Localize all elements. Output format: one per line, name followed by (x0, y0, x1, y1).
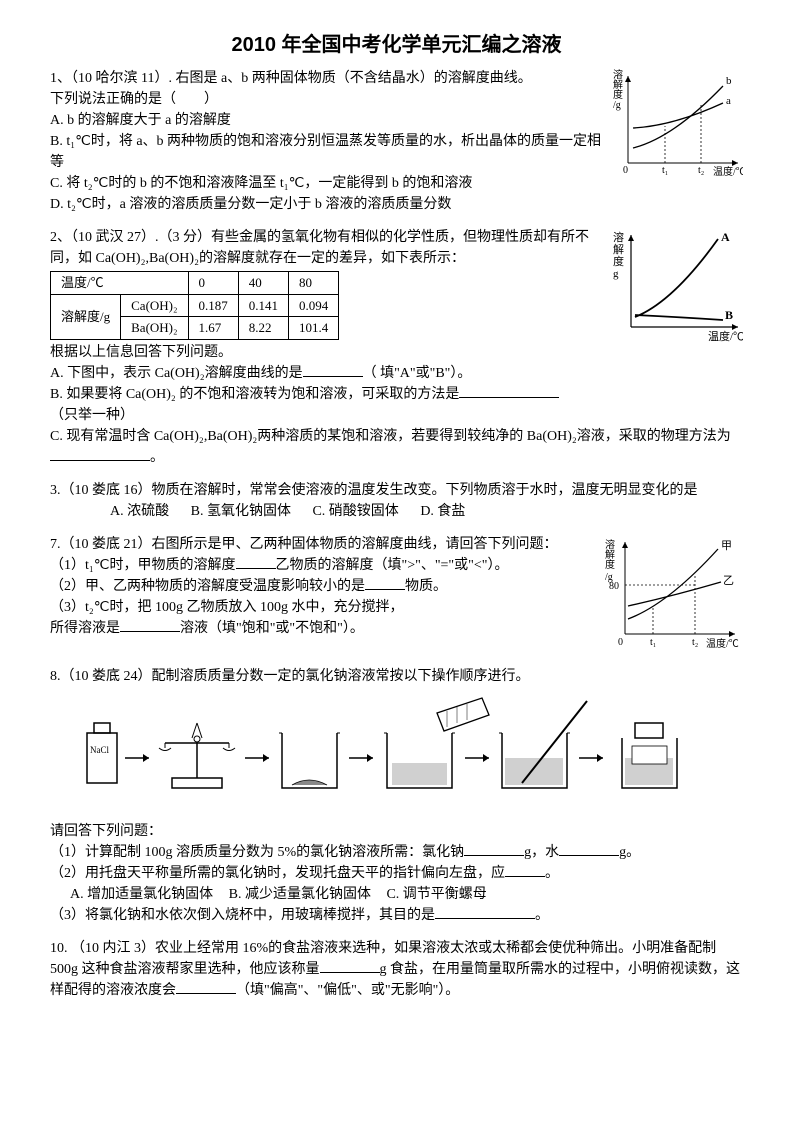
q3-opt-b: B. 氢氧化钠固体 (191, 504, 291, 519)
table-row: 溶解度/g Ca(OH)₂ 0.187 0.141 0.094 (51, 294, 339, 317)
cell: 101.4 (289, 317, 339, 340)
q7-p2a: （2）甲、乙两种物质的溶解度受温度影响较小的是 (50, 579, 365, 594)
svg-text:温度/℃: 温度/℃ (708, 329, 743, 343)
question-8: 8.（10 娄底 24）配制溶质质量分数一定的氯化钠溶液常按以下操作顺序进行。 … (50, 666, 743, 926)
svg-text:t₁: t₁ (662, 165, 668, 176)
cell: 0 (188, 272, 238, 295)
question-10: 10. （10 内江 3）农业上经常用 16%的食盐溶液来选种，如果溶液太浓或太… (50, 938, 743, 1001)
svg-text:解: 解 (613, 242, 624, 256)
cell: 0.141 (238, 294, 288, 317)
q2-a-2: （ 填"A"或"B"）。 (363, 366, 472, 381)
q8-p1a: （1）计算配制 100g 溶质质量分数为 5%的氯化钠溶液所需：氯化钠 (50, 845, 464, 860)
q7-p3b: 溶液（填"饱和"或"不饱和"）。 (180, 621, 364, 636)
svg-text:温度/℃: 温度/℃ (706, 637, 739, 650)
svg-text:80: 80 (609, 581, 619, 592)
blank (236, 555, 276, 569)
table-row: 温度/℃ 0 40 80 (51, 272, 339, 295)
blank (505, 863, 545, 877)
q3-stem: 3.（10 娄底 16）物质在溶解时，常常会使溶液的温度发生改变。下列物质溶于水… (50, 483, 698, 498)
cell: 0.187 (188, 294, 238, 317)
svg-text:b: b (726, 75, 732, 87)
svg-text:B: B (725, 308, 733, 322)
blank (303, 363, 363, 377)
q2-c-2: 。 (150, 450, 164, 465)
q2-chart: 溶解度g 温度/℃ A B (613, 227, 743, 347)
q3-opt-a: A. 浓硫酸 (110, 504, 169, 519)
q2-table: 温度/℃ 0 40 80 溶解度/g Ca(OH)₂ 0.187 0.141 0… (50, 271, 339, 340)
q3-opt-c: C. 硝酸铵固体 (312, 504, 398, 519)
svg-text:t₂: t₂ (692, 637, 698, 648)
svg-text:g: g (613, 268, 619, 280)
question-1: 溶解度/g 温度/℃ b a t₁ t₂ 0 1、（10 哈尔滨 11）. 右图… (50, 68, 743, 215)
blank (176, 980, 236, 994)
q7-chart: 溶解度/g 温度/℃ 甲 乙 80 t₁ t₂ 0 (603, 534, 743, 654)
q2-a-1: A. 下图中，表示 Ca(OH)₂溶解度曲线的是 (50, 366, 303, 381)
cell: 8.22 (238, 317, 288, 340)
blank (50, 447, 150, 461)
q8-opt-c: C. 调节平衡螺母 (386, 887, 486, 902)
q3-opt-d: D. 食盐 (420, 504, 465, 519)
cell: 温度/℃ (51, 272, 189, 295)
q8-p2a: （2）用托盘天平称量所需的氯化钠时，发现托盘天平的指针偏向左盘，应 (50, 866, 505, 881)
page-title: 2010 年全国中考化学单元汇编之溶液 (50, 30, 743, 60)
cell: Ba(OH)₂ (121, 317, 188, 340)
q8-p1b: g，水 (524, 845, 559, 860)
svg-text:0: 0 (618, 637, 623, 648)
question-7: 溶解度/g 温度/℃ 甲 乙 80 t₁ t₂ 0 7.（10 娄底 21）右图… (50, 534, 743, 654)
svg-text:NaCl: NaCl (90, 745, 109, 755)
question-2: 溶解度g 温度/℃ A B 2、（10 武汉 27）.（3 分）有些金属的氢氧化… (50, 227, 743, 468)
cell: 80 (289, 272, 339, 295)
q7-p1a: （1）t₁℃时，甲物质的溶解度 (50, 558, 236, 573)
blank (120, 618, 180, 632)
q8-p2b: 。 (545, 866, 559, 881)
q8-stem: 8.（10 娄底 24）配制溶质质量分数一定的氯化钠溶液常按以下操作顺序进行。 (50, 666, 743, 687)
question-3: 3.（10 娄底 16）物质在溶解时，常常会使溶液的温度发生改变。下列物质溶于水… (50, 480, 743, 522)
q10-end: （填"偏高"、"偏低"、或"无影响"）。 (236, 983, 459, 998)
q8-p1c: g。 (619, 845, 640, 860)
svg-text:度: 度 (613, 254, 624, 268)
q1-chart: 溶解度/g 温度/℃ b a t₁ t₂ 0 (613, 68, 743, 178)
blank (320, 959, 380, 973)
cell: 溶解度/g (51, 294, 121, 339)
q8-line1: 请回答下列问题： (50, 821, 743, 842)
q1-opt-d: D. t₂℃时，a 溶液的溶质质量分数一定小于 b 溶液的溶质质量分数 (50, 194, 743, 215)
svg-text:温度/℃: 温度/℃ (713, 165, 743, 178)
blank (464, 842, 524, 856)
svg-text:乙: 乙 (723, 574, 734, 587)
cell: 0.094 (289, 294, 339, 317)
q7-p2b: 物质。 (405, 579, 447, 594)
svg-text:度: 度 (605, 558, 615, 571)
svg-text:溶: 溶 (613, 230, 624, 244)
svg-text:a: a (726, 95, 731, 107)
blank (435, 905, 535, 919)
svg-text:A: A (721, 230, 730, 244)
q2-b-1: B. 如果要将 Ca(OH)₂ 的不饱和溶液转为饱和溶液，可采取的方法是 (50, 387, 459, 402)
q8-opt-a: A. 增加适量氯化钠固体 (70, 887, 213, 902)
svg-text:0: 0 (623, 165, 628, 176)
svg-text:/g: /g (613, 100, 621, 111)
q7-p3a: 所得溶液是 (50, 621, 120, 636)
q2-c-1: C. 现有常温时含 Ca(OH)₂,Ba(OH)₂两种溶质的某饱和溶液，若要得到… (50, 429, 731, 444)
q8-p3b: 。 (535, 908, 549, 923)
blank (459, 384, 559, 398)
svg-text:甲: 甲 (721, 540, 732, 552)
q8-opt-b: B. 减少适量氯化钠固体 (229, 887, 371, 902)
q2-b-2: （只举一种） (50, 405, 743, 426)
cell: Ca(OH)₂ (121, 294, 188, 317)
cell: 40 (238, 272, 288, 295)
cell: 1.67 (188, 317, 238, 340)
blank (559, 842, 619, 856)
q8-p3a: （3）将氯化钠和水依次倒入烧杯中，用玻璃棒搅拌，其目的是 (50, 908, 435, 923)
blank (365, 576, 405, 590)
svg-text:t₁: t₁ (650, 637, 656, 648)
svg-text:t₂: t₂ (698, 165, 704, 176)
q8-diagram: NaCl (77, 693, 717, 808)
q7-p1b: 乙物质的溶解度（填">"、"="或"<"）。 (276, 558, 509, 573)
